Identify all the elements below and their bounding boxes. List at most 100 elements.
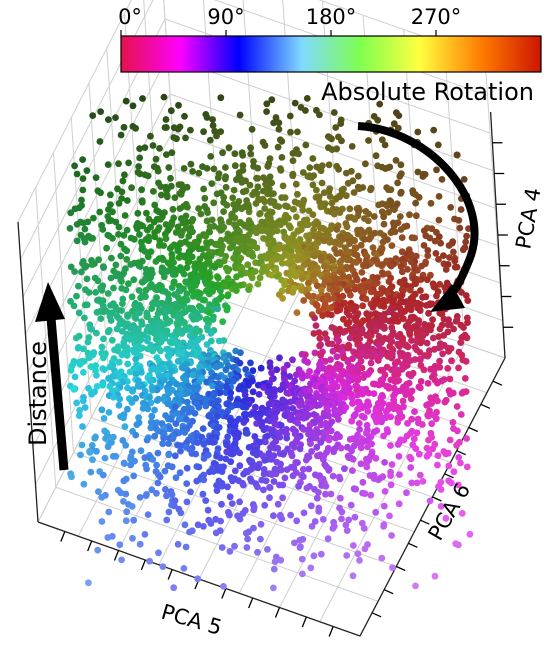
scatter-point bbox=[241, 391, 249, 399]
scatter-point bbox=[303, 484, 311, 492]
scatter-point bbox=[239, 188, 247, 196]
scatter-point bbox=[138, 186, 146, 194]
scatter-point bbox=[136, 231, 143, 238]
scatter-point bbox=[372, 508, 380, 516]
scatter-point bbox=[189, 287, 196, 295]
grid-line bbox=[20, 0, 154, 260]
scatter-point bbox=[185, 233, 193, 240]
scatter-point bbox=[287, 224, 294, 232]
scatter-point bbox=[304, 393, 311, 401]
scatter-point bbox=[274, 500, 282, 508]
scatter-point bbox=[375, 342, 383, 350]
scatter-point bbox=[115, 358, 123, 366]
scatter-point bbox=[212, 363, 220, 371]
x-axis-tick bbox=[167, 569, 173, 580]
scatter-point bbox=[177, 447, 184, 455]
scatter-point bbox=[287, 128, 294, 136]
scatter-point bbox=[390, 120, 398, 128]
scatter-point bbox=[296, 544, 304, 551]
scatter-point bbox=[311, 252, 318, 260]
scatter-point bbox=[117, 252, 125, 260]
scatter-point bbox=[258, 227, 266, 235]
scatter-point bbox=[206, 136, 214, 144]
scatter-point bbox=[216, 389, 224, 397]
scatter-point bbox=[123, 197, 131, 204]
scatter-point bbox=[156, 215, 164, 223]
scatter-point bbox=[457, 339, 465, 346]
scatter-point bbox=[221, 282, 229, 290]
scatter-point bbox=[159, 440, 167, 448]
scatter-point bbox=[143, 436, 151, 444]
scatter-point bbox=[385, 186, 392, 194]
scatter-point bbox=[76, 361, 84, 368]
scatter-point bbox=[100, 308, 107, 316]
scatter-point bbox=[236, 359, 244, 367]
scatter-point bbox=[217, 226, 225, 234]
scatter-point bbox=[253, 244, 261, 252]
scatter-point bbox=[98, 518, 106, 525]
scatter-point bbox=[337, 494, 344, 502]
scatter-point bbox=[123, 226, 131, 234]
scatter-point bbox=[379, 238, 387, 246]
scatter-point bbox=[177, 190, 185, 198]
scatter-point bbox=[129, 102, 137, 110]
scatter-point bbox=[247, 144, 255, 152]
scatter-point bbox=[458, 289, 465, 296]
scatter-point bbox=[329, 347, 337, 355]
scatter-point bbox=[380, 303, 388, 310]
scatter-point bbox=[138, 321, 146, 328]
scatter-point bbox=[122, 490, 130, 498]
scatter-point bbox=[375, 201, 383, 209]
x-axis-tick bbox=[248, 597, 254, 609]
scatter-point bbox=[268, 271, 276, 279]
scatter-point bbox=[272, 221, 280, 229]
scatter-point bbox=[180, 565, 188, 572]
scatter-point bbox=[260, 470, 268, 478]
scatter-point bbox=[192, 450, 200, 458]
scatter-point bbox=[168, 339, 176, 347]
scatter-point bbox=[231, 214, 239, 222]
scatter-point bbox=[209, 122, 217, 129]
scatter-point bbox=[425, 436, 432, 444]
scatter-point bbox=[180, 270, 188, 278]
scatter-point bbox=[432, 415, 440, 423]
scatter-point bbox=[222, 366, 230, 374]
scatter-point bbox=[453, 403, 461, 410]
scatter-point bbox=[418, 262, 425, 270]
scatter-point bbox=[377, 367, 384, 374]
scatter-point bbox=[174, 540, 182, 548]
scatter-point bbox=[115, 160, 122, 168]
scatter-point bbox=[71, 205, 79, 213]
scatter-point bbox=[378, 554, 386, 562]
scatter-point bbox=[381, 459, 388, 466]
scatter-point bbox=[124, 405, 131, 413]
scatter-point bbox=[447, 204, 455, 211]
scatter-point bbox=[425, 412, 432, 420]
scatter-point bbox=[254, 464, 262, 472]
scatter-point bbox=[107, 274, 115, 282]
scatter-point bbox=[381, 488, 389, 495]
scatter-point bbox=[300, 414, 308, 422]
scatter-point bbox=[144, 226, 151, 234]
y-axis-tick bbox=[395, 565, 406, 572]
scatter-point bbox=[243, 544, 251, 551]
scatter-point bbox=[359, 478, 367, 486]
scatter-point bbox=[448, 357, 455, 365]
scatter-point bbox=[112, 272, 120, 280]
scatter-point bbox=[402, 384, 410, 392]
scatter-point bbox=[328, 146, 336, 154]
scatter-point bbox=[210, 199, 218, 207]
scatter-point bbox=[79, 423, 86, 430]
scatter-point bbox=[429, 316, 436, 323]
scatter-point bbox=[299, 570, 306, 578]
scatter-point bbox=[387, 229, 395, 237]
scatter-point bbox=[199, 425, 207, 432]
scatter-point bbox=[250, 158, 257, 165]
scatter-point bbox=[348, 394, 356, 402]
scatter-point bbox=[361, 545, 369, 553]
scatter-point bbox=[399, 397, 407, 405]
scatter-point bbox=[239, 162, 247, 170]
scatter-point bbox=[205, 290, 213, 298]
scatter-point bbox=[463, 435, 470, 442]
scatter-point bbox=[289, 472, 297, 480]
